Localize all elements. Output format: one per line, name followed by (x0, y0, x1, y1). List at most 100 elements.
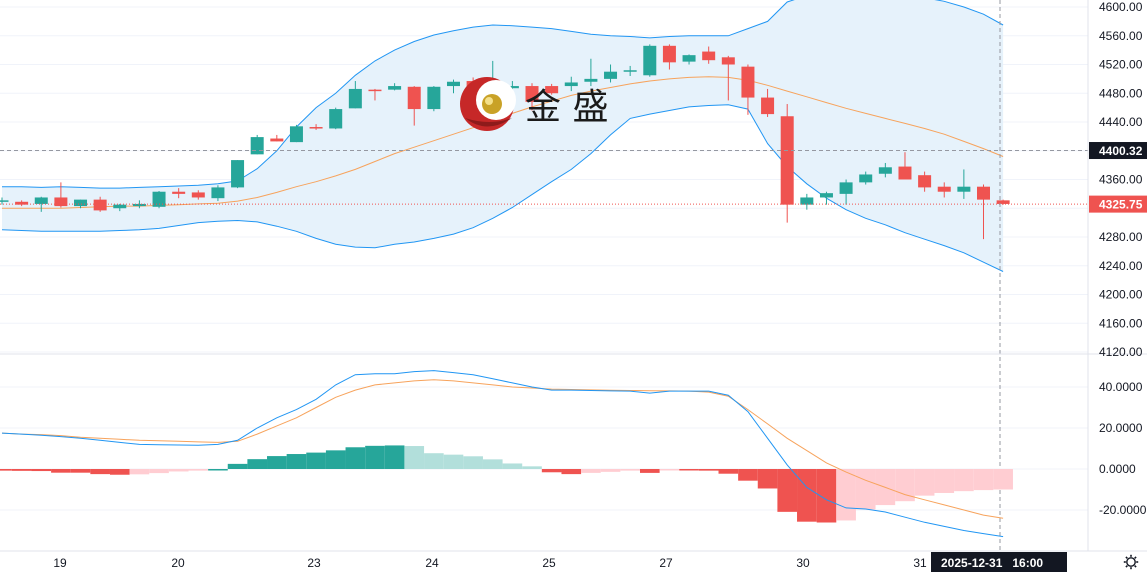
candle-body (407, 86, 421, 110)
candle (937, 182, 951, 198)
candle (957, 169, 971, 199)
macd-tick-label: 40.0000 (1099, 380, 1143, 394)
candle-body (977, 186, 990, 200)
candle-body (878, 167, 892, 174)
candle (839, 179, 853, 205)
histogram-bar (325, 450, 346, 469)
candle (113, 203, 127, 212)
histogram-bar (777, 469, 798, 512)
candle (545, 83, 559, 95)
candle-body (662, 45, 676, 63)
histogram-bar (109, 469, 130, 475)
histogram-bar (286, 454, 307, 469)
candle (996, 199, 1010, 205)
macd-tick-label: 0.0000 (1099, 462, 1136, 476)
candle (289, 124, 303, 143)
macd-histogram (0, 445, 1013, 523)
price-tick-label: 4440.00 (1099, 115, 1143, 129)
candle (309, 124, 323, 130)
candle-body (957, 186, 971, 192)
candle (721, 55, 735, 101)
candle-body (231, 160, 245, 188)
price-tick-label: 4560.00 (1099, 29, 1143, 43)
histogram-bar (836, 469, 856, 521)
time-axis[interactable]: 19 20 23 24 25 27 30 31 (53, 556, 927, 570)
candle (800, 193, 814, 210)
candle (231, 160, 245, 189)
candle-body (211, 187, 225, 199)
price-axis[interactable]: 4600.00 4560.00 4520.00 4480.00 4440.00 4360.… (1099, 0, 1143, 359)
histogram-bar (797, 469, 817, 522)
candle-body (702, 51, 716, 61)
candle (878, 162, 892, 178)
bollinger-lower-line (1, 104, 1004, 272)
histogram-bar (502, 463, 523, 469)
histogram-bar (0, 469, 12, 471)
histogram-bar (993, 469, 1013, 490)
time-tick-label: 30 (796, 556, 810, 570)
macd-signal-line (1, 379, 1004, 519)
candle (15, 200, 29, 207)
histogram-bar (404, 446, 425, 469)
histogram-bar (757, 469, 778, 489)
candle-body (545, 86, 559, 94)
candle-body (761, 97, 775, 115)
logo-text: 金 盛 (525, 87, 608, 128)
watermark-logo: 金 盛 (460, 77, 608, 131)
price-tick-label: 4520.00 (1099, 58, 1143, 72)
candle-body (918, 175, 932, 188)
histogram-bar (639, 469, 660, 473)
candle-body (839, 182, 853, 194)
histogram-bar (934, 469, 955, 493)
histogram-bar (306, 452, 326, 469)
time-tick-label: 25 (542, 556, 556, 570)
candle (643, 44, 657, 77)
candle (977, 184, 990, 240)
candle-body (623, 70, 637, 72)
candle-body (604, 71, 618, 79)
macd-axis[interactable]: 40.0000 20.0000 0.0000 -20.0000 (1099, 380, 1147, 517)
histogram-bar (267, 456, 287, 469)
time-tick-label: 19 (53, 556, 67, 570)
histogram-bar (738, 469, 758, 481)
histogram-bar (168, 469, 189, 472)
candle-body (996, 200, 1010, 204)
gear-icon[interactable] (1123, 554, 1139, 570)
candle (0, 197, 9, 205)
time-tick-label: 23 (307, 556, 321, 570)
last-price-tag: 4325.75 (1089, 195, 1147, 213)
histogram-bar (463, 456, 483, 469)
histogram-bar (365, 445, 385, 469)
candle (329, 107, 343, 130)
current-time-label: 2025-12-31 16:00 (941, 556, 1043, 570)
candle-body (15, 201, 29, 205)
candle-body (348, 88, 362, 109)
candle (172, 188, 186, 199)
histogram-bar (541, 469, 562, 473)
histogram-bar (659, 469, 680, 471)
candle (525, 83, 539, 111)
candle (446, 79, 460, 94)
candle (368, 88, 382, 101)
candle (623, 65, 637, 76)
candle-body (329, 109, 343, 129)
last-price-label: 4325.75 (1099, 198, 1143, 212)
candle (702, 46, 716, 64)
candle (604, 64, 618, 83)
logo-emblem (460, 77, 516, 131)
candle-body (446, 81, 460, 87)
candle-body (93, 199, 107, 211)
histogram-bar (227, 463, 248, 469)
histogram-bar (482, 459, 503, 469)
candle-body (643, 45, 657, 76)
reference-price-tag: 4400.32 (1089, 142, 1147, 160)
candle (662, 44, 676, 70)
candle-body (800, 197, 814, 205)
histogram-bar (698, 469, 719, 471)
candle-body (113, 204, 127, 209)
histogram-bar (149, 469, 169, 474)
histogram-bar (522, 466, 542, 469)
histogram-bar (208, 469, 228, 471)
histogram-bar (70, 469, 91, 473)
